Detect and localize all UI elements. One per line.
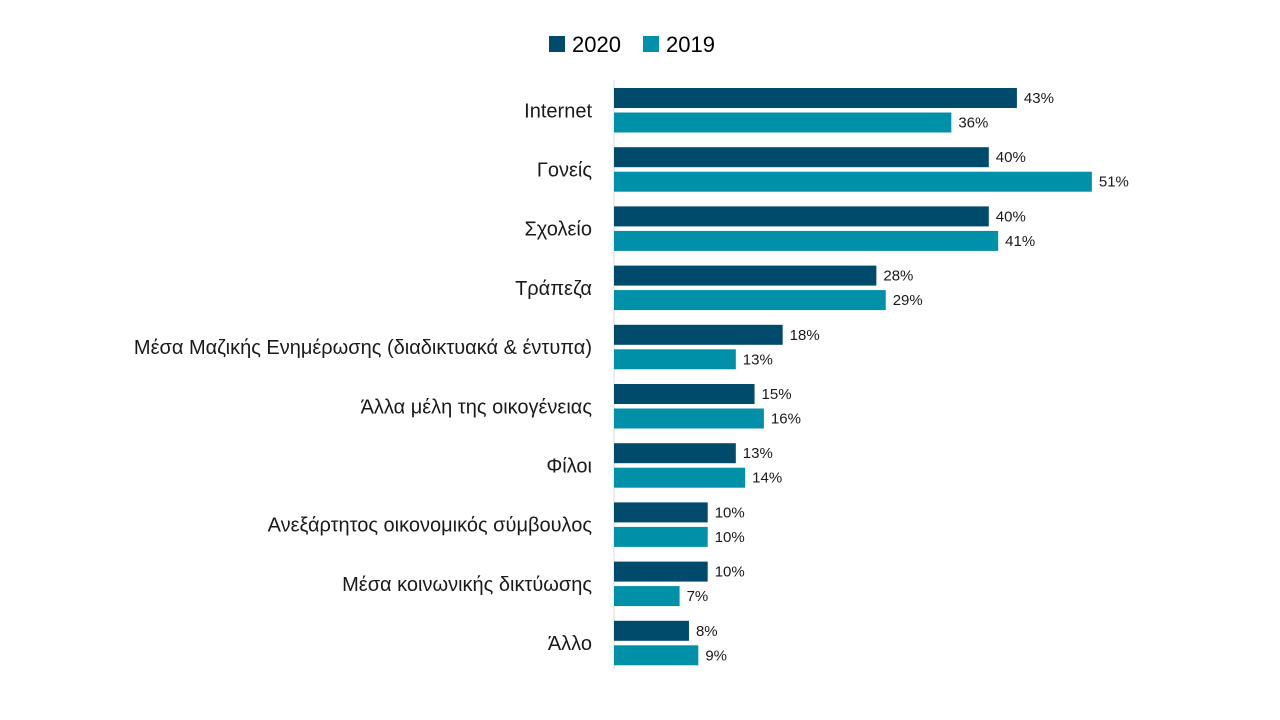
- legend-label-2019: 2019: [666, 32, 715, 57]
- bar-2020: [614, 265, 877, 286]
- data-label-2020: 18%: [790, 327, 820, 344]
- data-label-2019: 13%: [743, 351, 773, 368]
- bar-2019: [614, 290, 886, 311]
- legend: 2020 2019: [549, 32, 715, 57]
- category-label: Γονείς: [537, 159, 592, 181]
- data-label-2019: 36%: [958, 115, 988, 132]
- data-label-2019: 7%: [687, 588, 709, 605]
- data-label-2020: 43%: [1024, 90, 1054, 107]
- bar-2019: [614, 171, 1092, 192]
- legend-label-2020: 2020: [572, 32, 621, 57]
- bar-2020: [614, 502, 708, 523]
- legend-swatch-2020: [549, 36, 565, 52]
- data-label-2020: 13%: [743, 445, 773, 462]
- bar-2019: [614, 112, 952, 133]
- category-group: Μέσα κοινωνικής δικτύωσης 10% 7%: [342, 561, 745, 607]
- data-label-2020: 40%: [996, 149, 1026, 166]
- category-label: Ανεξάρτητος οικονομικός σύμβουλος: [268, 515, 593, 537]
- category-label: Άλλα μέλη της οικογένειας: [361, 396, 593, 418]
- data-label-2020: 8%: [696, 623, 718, 640]
- category-label: Μέσα κοινωνικής δικτύωσης: [342, 574, 592, 596]
- category-label: Τράπεζα: [515, 278, 592, 300]
- data-label-2019: 14%: [752, 470, 782, 487]
- category-group: Ανεξάρτητος οικονομικός σύμβουλος 10% 10%: [268, 502, 745, 547]
- data-label-2019: 51%: [1099, 174, 1129, 191]
- data-label-2020: 10%: [715, 564, 745, 581]
- category-label: Σχολείο: [524, 219, 592, 241]
- category-group: Τράπεζα 28% 29%: [515, 265, 923, 311]
- category-group: Φίλοι 13% 14%: [546, 443, 782, 488]
- data-label-2019: 9%: [705, 647, 727, 664]
- data-label-2019: 41%: [1005, 233, 1035, 250]
- category-group: Μέσα Μαζικής Ενημέρωσης (διαδικτυακά & έ…: [134, 324, 820, 370]
- data-label-2019: 29%: [893, 292, 923, 309]
- bar-2019: [614, 586, 680, 607]
- category-group: Άλλο 8% 9%: [548, 620, 727, 666]
- bar-2019: [614, 467, 746, 488]
- bar-2020: [614, 620, 689, 641]
- bar-2019: [614, 645, 699, 666]
- data-label-2020: 10%: [715, 504, 745, 521]
- bar-2020: [614, 324, 783, 345]
- bar-2020: [614, 443, 736, 464]
- bar-2019: [614, 408, 764, 429]
- category-label: Άλλο: [548, 633, 592, 655]
- legend-swatch-2019: [643, 36, 659, 52]
- bar-2019: [614, 349, 736, 370]
- category-label: Φίλοι: [546, 455, 592, 477]
- bar-2020: [614, 384, 755, 404]
- data-label-2019: 16%: [771, 411, 801, 428]
- data-label-2020: 40%: [996, 208, 1026, 225]
- bar-2020: [614, 147, 989, 168]
- bar-2020: [614, 561, 708, 582]
- data-label-2019: 10%: [715, 529, 745, 546]
- category-group: Internet 43% 36%: [524, 88, 1054, 133]
- bar-2020: [614, 88, 1017, 108]
- category-group: Άλλα μέλη της οικογένειας 15% 16%: [361, 384, 801, 429]
- category-group: Σχολείο 40% 41%: [524, 206, 1035, 251]
- data-label-2020: 15%: [762, 386, 792, 403]
- category-label: Μέσα Μαζικής Ενημέρωσης (διαδικτυακά & έ…: [134, 337, 592, 359]
- category-group: Γονείς 40% 51%: [537, 147, 1129, 192]
- bar-2019: [614, 526, 708, 547]
- plot-area: Internet 43% 36% Γονείς 40% 51% Σχολείο 40% 41% Τ…: [134, 88, 1129, 666]
- category-label: Internet: [524, 100, 592, 122]
- bar-2020: [614, 206, 989, 227]
- bar-2019: [614, 230, 999, 251]
- data-label-2020: 28%: [883, 268, 913, 285]
